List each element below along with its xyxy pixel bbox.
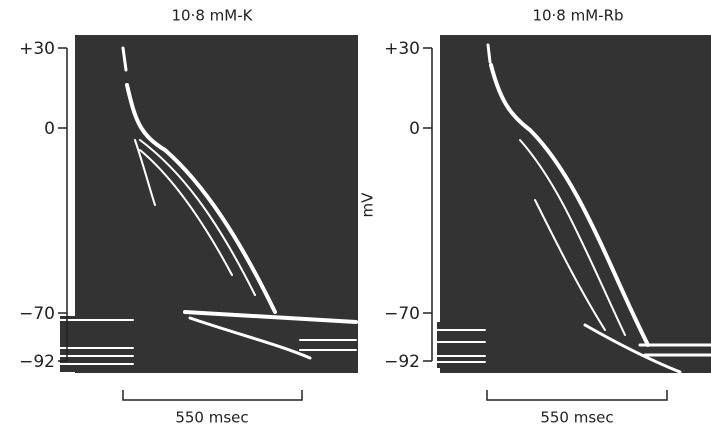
right-panel: [423, 35, 711, 401]
y-tick-label: −92: [384, 352, 420, 372]
trace: [183, 310, 358, 324]
scale-bar: [486, 390, 668, 401]
left-panel: [58, 35, 358, 401]
panel-title: 10·8 mM-K: [172, 7, 254, 25]
scale-bar-label: 550 msec: [540, 409, 613, 426]
trace: [638, 343, 711, 357]
trace: [534, 199, 606, 331]
trace: [139, 149, 233, 276]
recording-background: [440, 35, 711, 373]
trace: [519, 139, 626, 336]
y-tick-label: 0: [409, 119, 420, 139]
trace: [125, 83, 277, 314]
y-tick-label: +30: [384, 39, 420, 59]
trace: [134, 139, 156, 206]
trace: [188, 316, 312, 360]
y-axis: [423, 47, 433, 362]
y-tick-label: 0: [44, 119, 55, 139]
scale-bar-label: 550 msec: [175, 409, 248, 426]
y-tick-label: −70: [384, 304, 420, 324]
y-tick-label: −70: [19, 304, 55, 324]
trace: [121, 46, 128, 72]
scale-bar: [122, 390, 303, 401]
y-tick-label: +30: [19, 39, 55, 59]
y-axis-label: mV: [359, 192, 377, 218]
trace: [59, 319, 357, 365]
recording-background: [60, 316, 135, 372]
y-axis: [58, 47, 68, 362]
y-tick-label: −92: [19, 352, 55, 372]
panel-title: 10·8 mM-Rb: [532, 7, 623, 25]
traces: [59, 46, 358, 365]
trace: [486, 43, 492, 64]
trace: [583, 323, 682, 374]
trace: [489, 63, 650, 347]
trace: [436, 329, 486, 363]
traces: [436, 43, 711, 374]
trace: [139, 139, 256, 296]
